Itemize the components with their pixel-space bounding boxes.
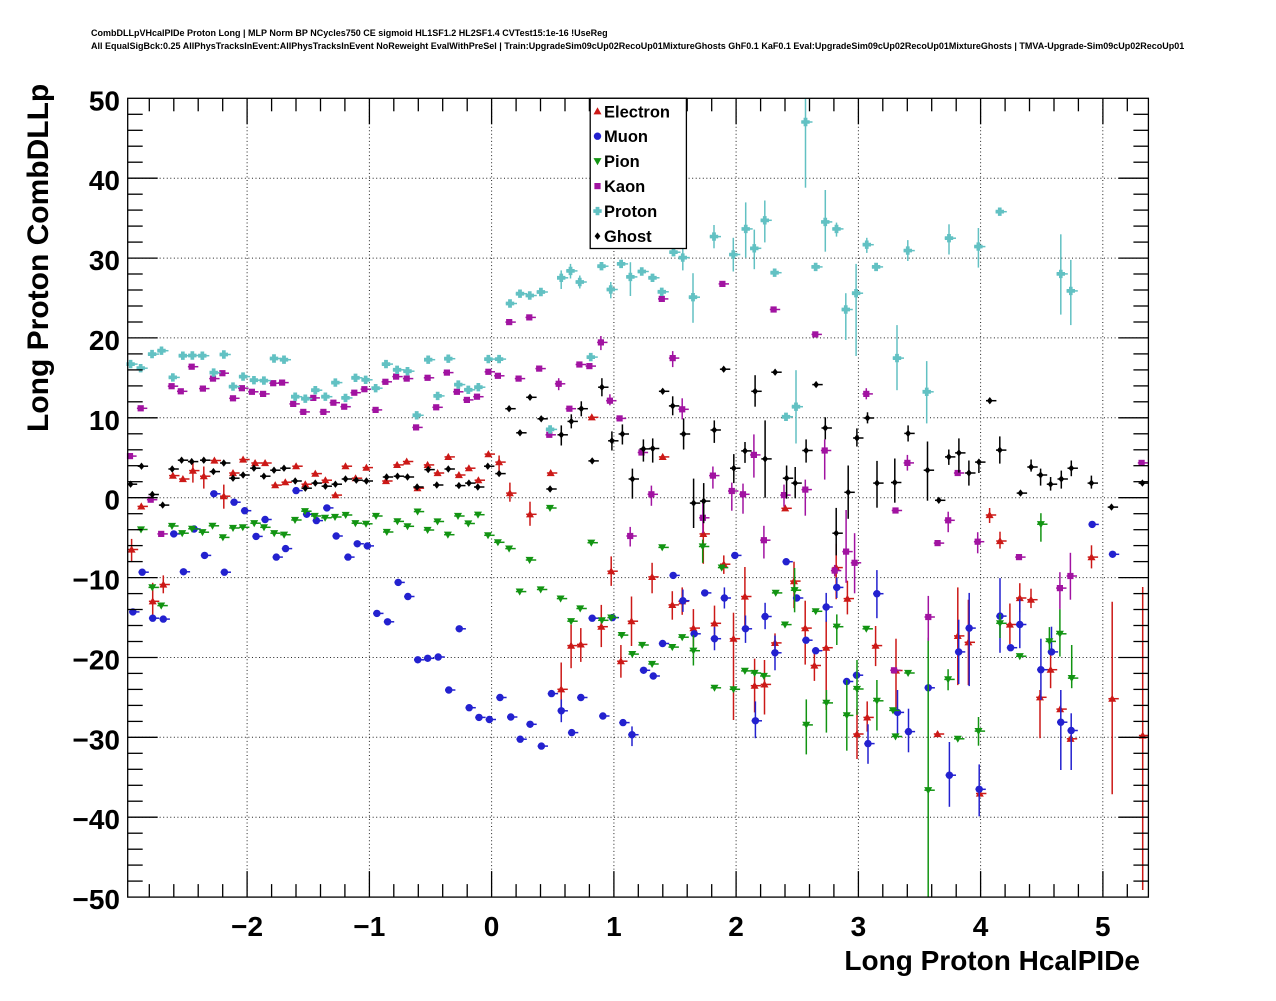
svg-text:3: 3 xyxy=(851,911,867,942)
svg-text:Proton: Proton xyxy=(604,203,657,221)
svg-text:20: 20 xyxy=(89,325,120,356)
svg-text:5: 5 xyxy=(1095,911,1111,942)
svg-text:2: 2 xyxy=(728,911,744,942)
svg-text:−30: −30 xyxy=(73,724,121,755)
svg-text:Long Proton CombDLLp: Long Proton CombDLLp xyxy=(22,84,55,432)
svg-text:4: 4 xyxy=(973,911,989,942)
svg-text:1: 1 xyxy=(606,911,622,942)
svg-text:−50: −50 xyxy=(73,884,121,915)
svg-text:CombDLLpVHcalPIDe Proton Long: CombDLLpVHcalPIDe Proton Long | MLP Norm… xyxy=(91,28,608,38)
svg-text:50: 50 xyxy=(89,85,120,116)
svg-text:Ghost: Ghost xyxy=(604,228,652,246)
svg-text:Muon: Muon xyxy=(604,128,648,146)
svg-text:−40: −40 xyxy=(73,804,121,835)
svg-text:Long Proton HcalPIDe: Long Proton HcalPIDe xyxy=(844,945,1140,976)
svg-text:Pion: Pion xyxy=(604,153,640,171)
svg-text:Kaon: Kaon xyxy=(604,178,645,196)
svg-text:All EqualSigBck:0.25 AllPhysTr: All EqualSigBck:0.25 AllPhysTracksInEven… xyxy=(91,41,1184,51)
svg-text:10: 10 xyxy=(89,405,120,436)
svg-text:−10: −10 xyxy=(73,565,121,596)
svg-text:−2: −2 xyxy=(231,911,263,942)
svg-text:30: 30 xyxy=(89,245,120,276)
svg-text:40: 40 xyxy=(89,165,120,196)
svg-text:−1: −1 xyxy=(353,911,385,942)
svg-text:Electron: Electron xyxy=(604,103,670,121)
svg-text:0: 0 xyxy=(104,485,120,516)
svg-text:0: 0 xyxy=(484,911,500,942)
svg-text:−20: −20 xyxy=(73,645,121,676)
